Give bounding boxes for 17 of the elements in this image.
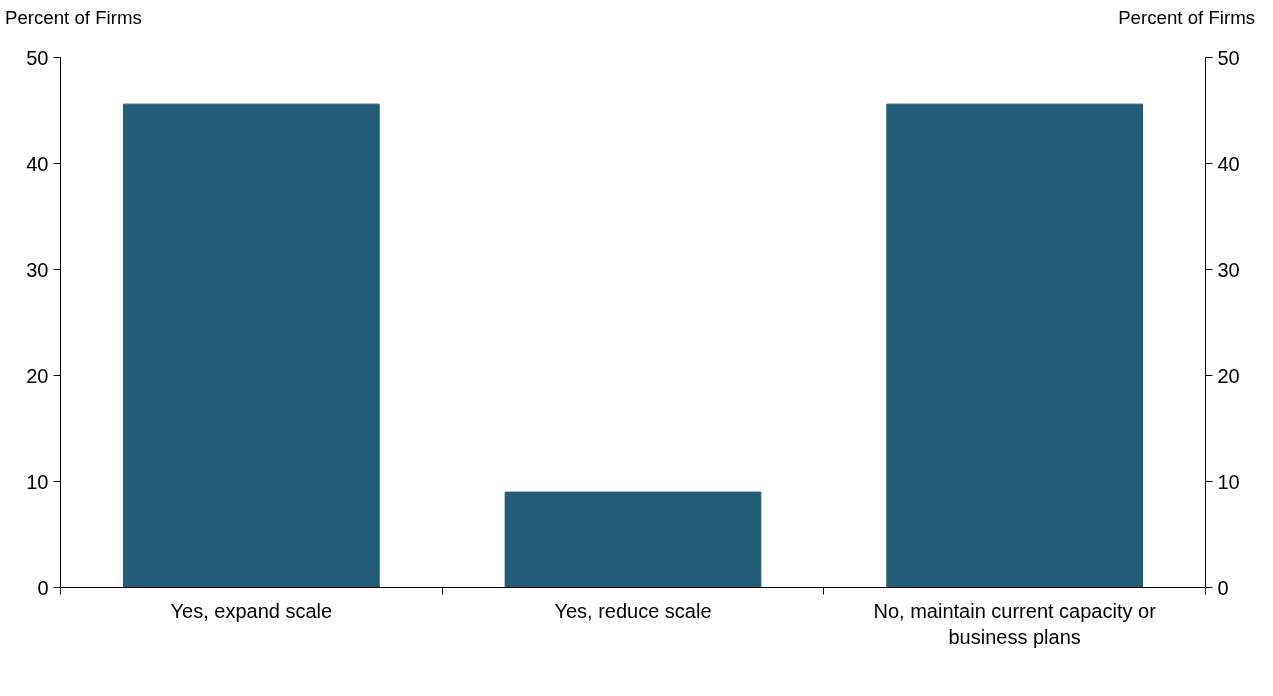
y2-tick-label: 0 [1217, 576, 1229, 599]
y-axis-title: Percent of Firms [5, 6, 142, 30]
y-tick-label: 20 [26, 364, 49, 387]
x-tick-label: No, maintain current capacity or business plans [873, 599, 1157, 648]
y-tick-label: 50 [26, 46, 49, 69]
x-tick-label: Yes, reduce scale [554, 599, 712, 622]
y2-axis-title: Percent of Firms [1118, 6, 1255, 30]
y-tick-label: 40 [26, 152, 49, 175]
y2-tick-label: 30 [1217, 258, 1240, 281]
x-tick-label: Yes, expand scale [170, 599, 333, 622]
y-tick-label: 30 [26, 258, 49, 281]
y2-tick-label: 50 [1217, 46, 1240, 69]
y-tick-label: 0 [37, 576, 49, 599]
y2-tick-label: 20 [1217, 364, 1240, 387]
y2-tick-label: 10 [1217, 470, 1240, 493]
y-tick-label: 10 [26, 470, 49, 493]
y2-tick-label: 40 [1217, 152, 1240, 175]
